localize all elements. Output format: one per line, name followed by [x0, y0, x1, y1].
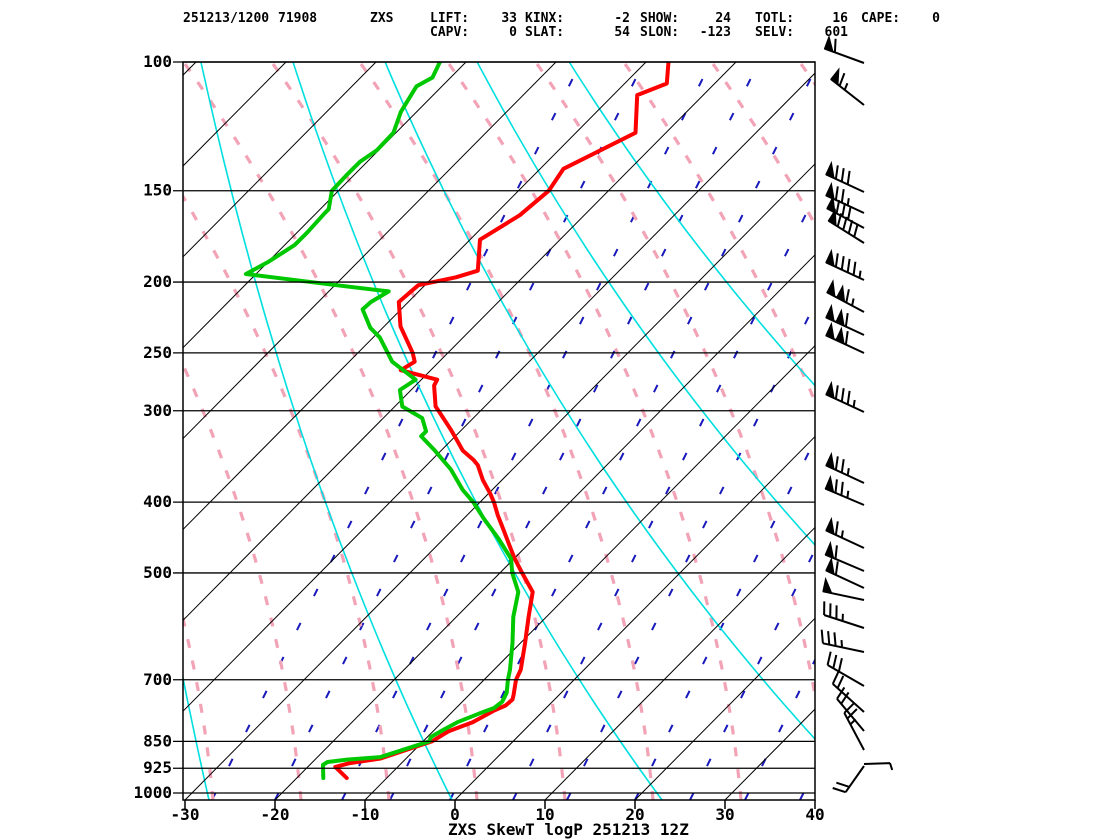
wind-barb: [825, 380, 865, 413]
station-id: ZXS: [370, 11, 394, 26]
wind-barb: [822, 576, 865, 601]
wind-barb: [823, 34, 865, 64]
dewpoint-trace: [243, 62, 521, 780]
station-number: 71908: [278, 11, 318, 26]
wind-barb: [825, 516, 865, 549]
temp-axis-label: -30: [171, 805, 200, 824]
temp-axis-label: -10: [351, 805, 380, 824]
temp-axis-label: -20: [261, 805, 290, 824]
lift-value: 33: [501, 11, 517, 26]
wind-barb: [825, 556, 865, 589]
wind-barb: [826, 279, 865, 313]
pressure-axis-label: 925: [143, 758, 172, 777]
wind-barb: [825, 451, 865, 484]
show-value: 24: [715, 11, 731, 26]
pressure-axis-label: 500: [143, 563, 172, 582]
wind-barb: [863, 762, 894, 771]
slat-label: SLAT:: [525, 25, 565, 40]
wind-barb: [823, 601, 865, 629]
kinx-value: -2: [614, 11, 630, 26]
mixing-ratio-lines: [211, 62, 815, 800]
pressure-axis-label: 100: [143, 52, 172, 71]
cape-value: 0: [932, 11, 940, 26]
wind-barb-column: [820, 34, 894, 794]
isotherms: [183, 62, 815, 800]
totl-value: 16: [832, 11, 848, 26]
wind-barb: [824, 540, 865, 572]
slon-value: -123: [699, 25, 731, 40]
wind-barb: [825, 321, 865, 354]
pressure-axis-label: 150: [143, 181, 172, 200]
kinx-label: KINX:: [525, 11, 565, 26]
wind-barb: [825, 160, 865, 193]
totl-label: TOTL:: [755, 11, 795, 26]
dry-adiabats: [183, 62, 815, 800]
chart-title: ZXS SkewT logP 251213 12Z: [448, 820, 689, 839]
pressure-axis-label: 250: [143, 343, 172, 362]
temp-axis-label: 20: [625, 805, 644, 824]
sounding-datetime: 251213/1200: [183, 11, 270, 26]
pressure-axis-label: 300: [143, 401, 172, 420]
pressure-gridlines: [173, 61, 815, 794]
temp-axis-label: 30: [715, 805, 734, 824]
wind-barb: [827, 208, 865, 244]
pressure-axis-label: 700: [143, 670, 172, 689]
wind-barb: [820, 629, 865, 653]
temp-axis-label: 10: [535, 805, 554, 824]
wind-barb: [825, 303, 865, 336]
capv-value: 0: [509, 25, 517, 40]
moist-adiabats: [183, 62, 815, 800]
axis-ticks: -30 -20 -10 0 10 20 30 40 100 150 200 250 300 400 500 7…: [133, 52, 824, 824]
wind-barb: [830, 67, 865, 106]
wind-barb: [831, 671, 865, 713]
slon-label: SLON:: [640, 25, 680, 40]
show-label: SHOW:: [640, 11, 680, 26]
wind-barb: [826, 651, 865, 687]
selv-label: SELV:: [755, 25, 795, 40]
plot-area: [183, 62, 815, 800]
cape-label: CAPE:: [861, 11, 901, 26]
slat-value: 54: [614, 25, 630, 40]
wind-barb: [832, 765, 865, 794]
pressure-axis-label: 400: [143, 492, 172, 511]
temp-axis-label: 40: [805, 805, 824, 824]
plot-frame: [182, 61, 816, 801]
lift-label: LIFT:: [430, 11, 470, 26]
capv-label: CAPV:: [430, 25, 470, 40]
pressure-axis-label: 200: [143, 272, 172, 291]
pressure-axis-label: 850: [143, 731, 172, 750]
temp-axis-label: 0: [450, 805, 460, 824]
selv-value: 601: [824, 25, 848, 40]
wind-barb: [843, 702, 865, 751]
wind-barb: [825, 248, 865, 281]
wind-barb: [824, 474, 865, 506]
temperature-trace: [333, 62, 671, 780]
pressure-axis-label: 1000: [133, 783, 172, 802]
